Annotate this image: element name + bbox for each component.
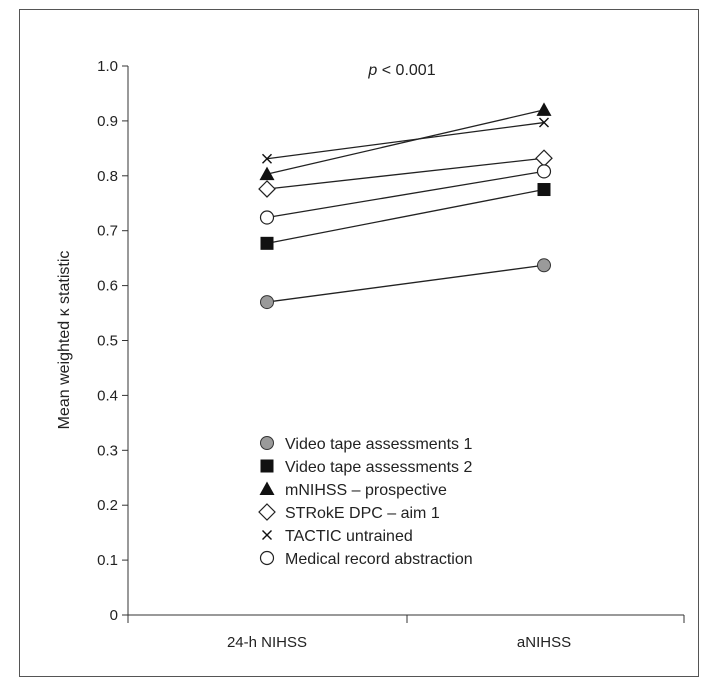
y-tick-label: 0.6 xyxy=(97,278,118,295)
data-point xyxy=(535,149,553,168)
series-line xyxy=(266,264,545,303)
series-line xyxy=(266,188,545,244)
legend-item: Medical record abstraction xyxy=(259,550,473,568)
series-layer xyxy=(258,102,553,310)
y-tick-label: 0 xyxy=(110,607,118,624)
legend-marker xyxy=(262,530,272,540)
y-tick-label: 0.2 xyxy=(97,497,118,514)
legend-item: mNIHSS – prospective xyxy=(259,481,447,499)
y-tick-label: 0.8 xyxy=(97,168,118,185)
data-point xyxy=(536,164,552,179)
series xyxy=(262,117,549,164)
legend-label: mNIHSS – prospective xyxy=(285,482,447,499)
data-point xyxy=(260,236,274,250)
data-point xyxy=(260,295,274,310)
y-tick-label: 0.1 xyxy=(97,552,118,569)
legend-item: Video tape assessments 1 xyxy=(260,436,472,453)
p-value-annotation: p < 0.001 xyxy=(367,62,435,79)
legend-item: TACTIC untrained xyxy=(262,528,413,545)
legend-label: TACTIC untrained xyxy=(285,528,413,545)
legend-item: Video tape assessments 2 xyxy=(260,459,472,476)
series xyxy=(258,149,553,198)
x-marker-stroke xyxy=(539,117,549,128)
axes: 0 0.1 0.2 0.3 0.4 0.5 0.6 0.7 0.8 0.9 1.0 24-h NIHS… xyxy=(97,58,685,651)
data-point xyxy=(536,102,552,116)
data-point xyxy=(262,153,272,164)
data-point xyxy=(259,210,275,225)
x-marker-stroke xyxy=(262,153,272,164)
data-point xyxy=(258,180,276,198)
y-tick-label: 0.3 xyxy=(97,442,118,459)
y-tick-label: 0.5 xyxy=(97,333,118,350)
legend-label: STRokE DPC – aim 1 xyxy=(285,505,440,522)
legend-label: Video tape assessments 1 xyxy=(285,436,472,453)
legend-marker xyxy=(259,550,275,566)
legend-marker xyxy=(258,503,276,521)
data-point xyxy=(537,183,551,197)
y-tick-label: 1.0 xyxy=(97,58,118,75)
figure-frame xyxy=(19,9,699,677)
series-line xyxy=(266,170,545,219)
y-tick-label: 0.4 xyxy=(97,387,118,404)
legend-label: Medical record abstraction xyxy=(285,551,473,568)
legend-marker xyxy=(260,459,274,473)
series xyxy=(260,258,551,310)
x-tick-label: aNIHSS xyxy=(517,634,571,651)
series-line xyxy=(266,109,545,175)
series xyxy=(259,102,552,181)
series-line xyxy=(266,157,545,190)
series xyxy=(259,164,552,225)
legend-item: STRokE DPC – aim 1 xyxy=(258,503,440,522)
x-tick-label: 24-h NIHSS xyxy=(227,634,307,651)
data-point xyxy=(259,166,275,181)
y-axis-label: Mean weighted κ statistic xyxy=(56,251,73,430)
legend-label: Video tape assessments 2 xyxy=(285,459,472,476)
legend-marker xyxy=(259,481,275,495)
data-point xyxy=(539,117,549,128)
series xyxy=(260,183,551,250)
p-rest: < 0.001 xyxy=(377,62,435,79)
y-tick-label: 0.9 xyxy=(97,113,118,130)
data-point xyxy=(537,258,551,273)
series-line xyxy=(266,121,545,160)
legend-marker xyxy=(260,436,274,450)
y-tick-label: 0.7 xyxy=(97,223,118,240)
x-marker-stroke xyxy=(262,530,272,540)
p-letter: p xyxy=(367,62,377,79)
legend: Video tape assessments 1 Video tape asses… xyxy=(258,436,473,568)
